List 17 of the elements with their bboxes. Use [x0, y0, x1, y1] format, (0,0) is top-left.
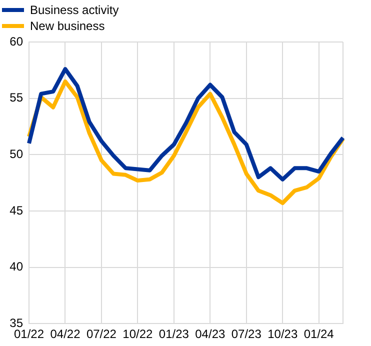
y-tick-label: 45	[10, 203, 24, 218]
x-tick-label: 07/22	[86, 327, 117, 342]
y-tick-label: 60	[10, 34, 24, 48]
y-tick-label: 40	[10, 260, 24, 274]
x-tick-label: 10/23	[268, 327, 298, 342]
legend-label: New business	[30, 19, 105, 33]
x-tick-label: 10/22	[122, 327, 154, 342]
x-tick-label: 01/23	[158, 327, 190, 342]
y-tick-label: 35	[10, 316, 24, 330]
x-tick-label: 04/22	[50, 327, 81, 342]
x-tick-label: 04/23	[195, 327, 226, 342]
x-tick-label: 01/22	[14, 327, 44, 342]
legend-label: Business activity	[30, 3, 119, 17]
y-tick-label: 50	[10, 146, 24, 161]
x-tick-label: 01/24	[304, 327, 334, 342]
x-tick-label: 07/23	[231, 327, 262, 342]
y-tick-label: 55	[10, 90, 24, 105]
